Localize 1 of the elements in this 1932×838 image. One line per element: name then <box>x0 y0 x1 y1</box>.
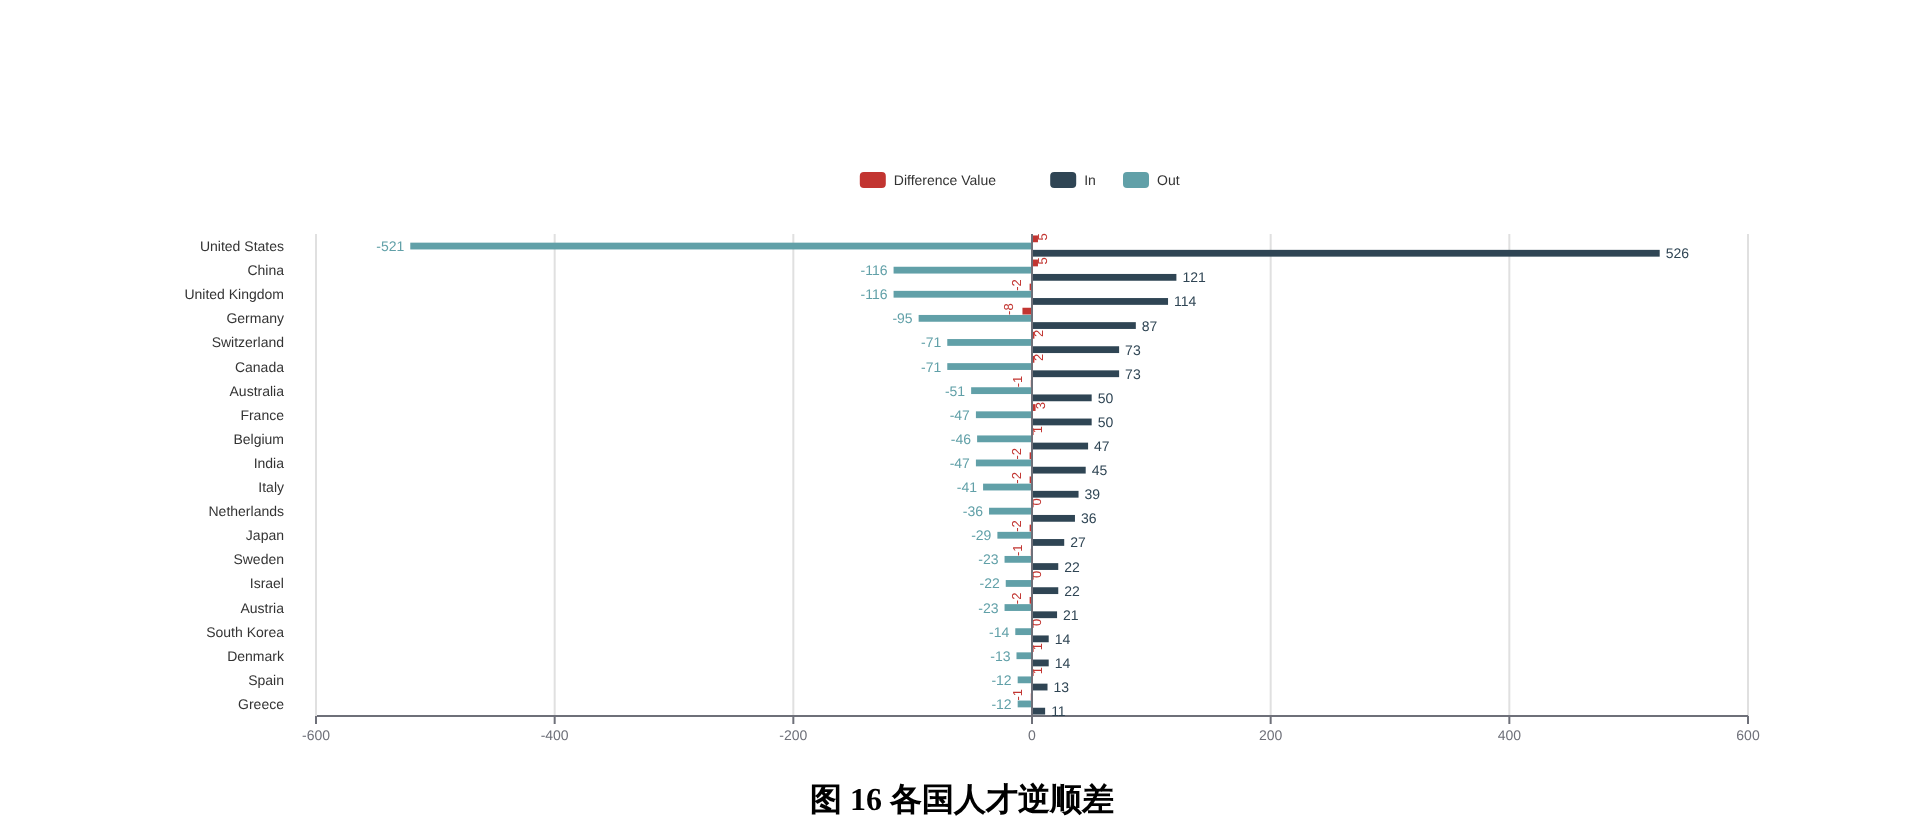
text: 图 16 各国人才逆顺差 <box>810 782 1114 818</box>
